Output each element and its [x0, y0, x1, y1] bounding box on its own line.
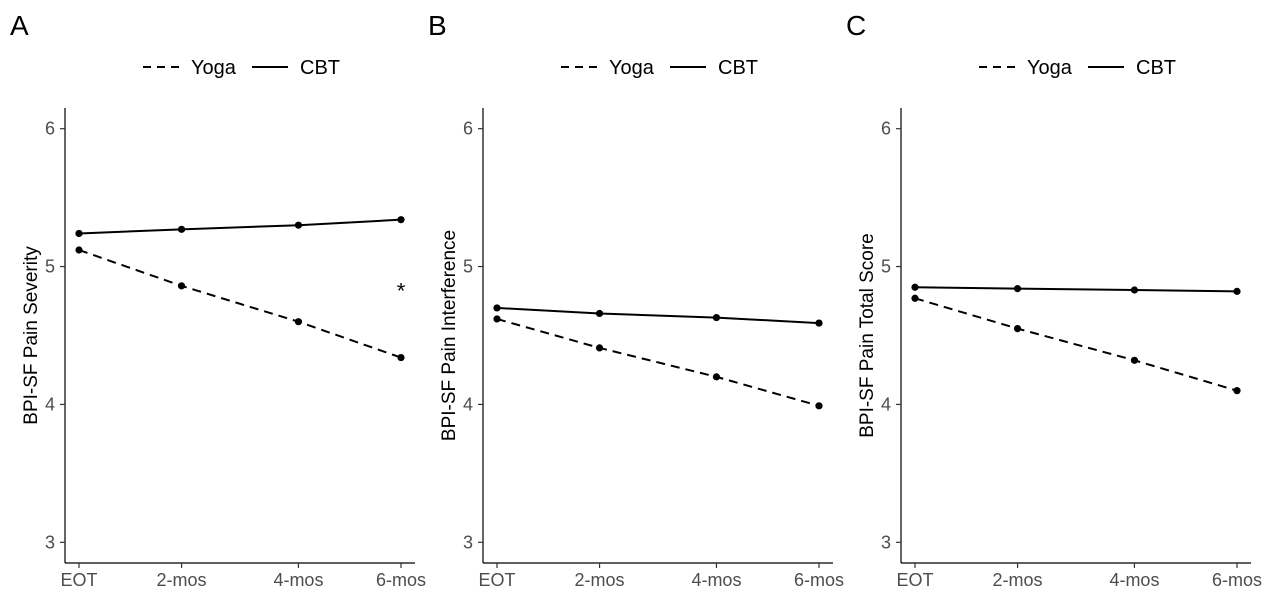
y-tick-label: 5: [881, 257, 891, 277]
series-line-cbt: [78, 218, 402, 235]
legend-label-yoga: Yoga: [191, 57, 237, 79]
data-point-cbt: [815, 319, 823, 327]
legend-label-yoga: Yoga: [609, 57, 655, 79]
data-point-cbt: [1013, 285, 1022, 293]
data-point-cbt: [493, 304, 501, 312]
legend: Yoga CBT: [143, 57, 340, 79]
y-tick-label: 5: [45, 257, 55, 277]
y-axis-title: BPI-SF Pain Severity: [21, 246, 42, 425]
data-point-yoga: [177, 282, 186, 290]
y-tick-label: 5: [463, 257, 473, 277]
legend-label-cbt: CBT: [718, 57, 758, 79]
panel-label: A: [10, 10, 29, 41]
data-point-yoga: [493, 315, 501, 323]
data-point-cbt: [294, 221, 303, 229]
y-axis-title: BPI-SF Pain Interference: [439, 230, 460, 441]
data-point-yoga: [712, 373, 721, 381]
legend-label-yoga: Yoga: [1027, 57, 1073, 79]
x-tick-label: 2-mos: [157, 570, 207, 590]
panel-label: C: [846, 10, 866, 41]
legend: Yoga CBT: [979, 57, 1176, 79]
series-line-yoga: [914, 297, 1238, 392]
x-tick-label: 4-mos: [273, 570, 323, 590]
data-point-cbt: [595, 309, 604, 318]
y-tick-label: 3: [45, 532, 55, 552]
y-tick-label: 6: [463, 119, 473, 139]
x-tick-label: 6-mos: [1212, 570, 1262, 590]
y-tick-label: 4: [881, 394, 891, 414]
data-point-yoga: [1233, 387, 1241, 395]
x-tick-label: 4-mos: [1109, 570, 1159, 590]
x-tick-label: 6-mos: [794, 570, 844, 590]
series-line-yoga: [78, 249, 402, 359]
y-tick-label: 6: [45, 119, 55, 139]
x-tick-label: 2-mos: [993, 570, 1043, 590]
legend-label-cbt: CBT: [300, 57, 340, 79]
series-line-cbt: [914, 286, 1238, 293]
x-tick-label: EOT: [60, 570, 97, 590]
data-point-cbt: [397, 216, 405, 224]
x-tick-label: EOT: [896, 570, 933, 590]
data-point-cbt: [911, 283, 919, 291]
data-point-yoga: [397, 353, 405, 362]
y-tick-label: 4: [463, 394, 473, 414]
y-axis-title: BPI-SF Pain Total Score: [857, 233, 878, 438]
y-tick-label: 6: [881, 119, 891, 139]
x-tick-label: EOT: [478, 570, 515, 590]
panel-label: B: [428, 10, 447, 41]
data-point-cbt: [1130, 286, 1139, 294]
chart-panel-b: B Yoga CBT 3 4 5 6 EOT 2-mos 4-mos 6-mos BPI-SF Pai…: [428, 10, 844, 590]
chart-panel-c: C Yoga CBT 3 4 5 6 EOT 2-mos 4-mos 6-mos BPI-SF Pai…: [846, 10, 1262, 590]
y-tick-label: 3: [881, 532, 891, 552]
data-point-yoga: [1013, 325, 1022, 333]
series-line-cbt: [496, 306, 820, 325]
data-point-cbt: [1233, 287, 1241, 295]
data-point-yoga: [815, 402, 823, 410]
data-point-cbt: [75, 229, 83, 238]
legend-label-cbt: CBT: [1136, 57, 1176, 79]
chart-panel-a: A Yoga CBT 3 4 5 6 EOT 2-mos 4-mos 6-mos BPI-SF Pai…: [10, 10, 426, 590]
x-tick-label: 2-mos: [575, 570, 625, 590]
data-point-yoga: [75, 246, 83, 254]
series-line-yoga: [496, 317, 820, 407]
significance-marker: *: [397, 279, 406, 304]
data-point-cbt: [712, 313, 721, 322]
data-point-cbt: [177, 225, 186, 233]
data-point-yoga: [1130, 356, 1139, 364]
y-tick-label: 3: [463, 532, 473, 552]
data-point-yoga: [911, 294, 919, 302]
data-point-yoga: [595, 344, 604, 352]
y-tick-label: 4: [45, 394, 55, 414]
legend: Yoga CBT: [561, 57, 758, 79]
x-tick-label: 4-mos: [691, 570, 741, 590]
x-tick-label: 6-mos: [376, 570, 426, 590]
data-point-yoga: [294, 318, 303, 326]
